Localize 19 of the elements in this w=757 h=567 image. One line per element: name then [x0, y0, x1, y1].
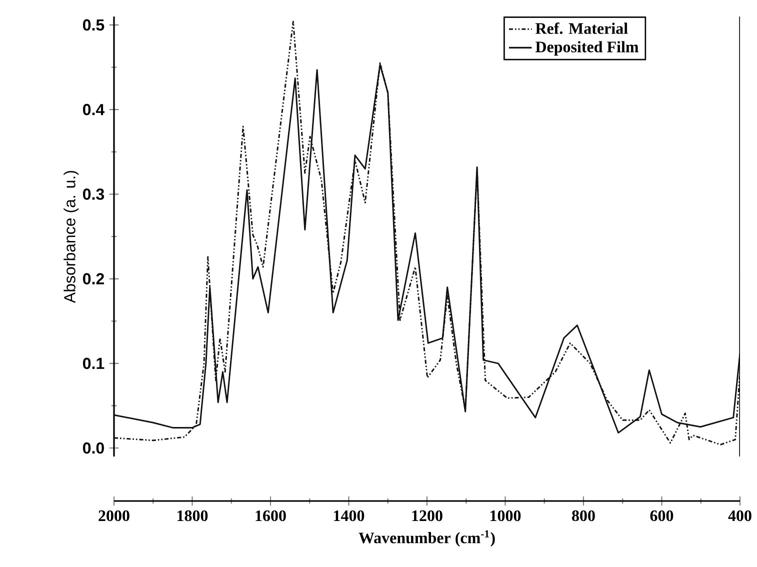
- y-tick-label: 0.4: [83, 104, 105, 116]
- y-tick-label: 0.5: [83, 19, 104, 31]
- x-tick-label: 1000: [490, 510, 521, 522]
- y-axis-title: Absorbance (a. u.): [64, 170, 79, 304]
- legend-label: Deposited Film: [535, 41, 638, 56]
- x-tick-label: 1600: [256, 510, 286, 522]
- x-tick-label: 800: [572, 510, 595, 522]
- x-tick-label: 600: [650, 510, 674, 522]
- y-tick-label: 0.3: [83, 188, 104, 200]
- y-tick-label: 0.0: [83, 442, 104, 454]
- x-axis-title: Wavenumber (cm$^{-1}$): [358, 530, 495, 547]
- x-tick-label: 1200: [412, 510, 442, 522]
- x-tick-label: 1800: [178, 510, 208, 522]
- x-tick-label: 1400: [334, 510, 364, 522]
- y-tick-label: 0.2: [83, 273, 104, 284]
- x-tick-label: 400: [728, 510, 752, 522]
- legend-label: Ref. Material: [535, 22, 628, 34]
- y-tick-label: 0.1: [83, 358, 104, 370]
- x-tick-label: 2000: [98, 510, 130, 522]
